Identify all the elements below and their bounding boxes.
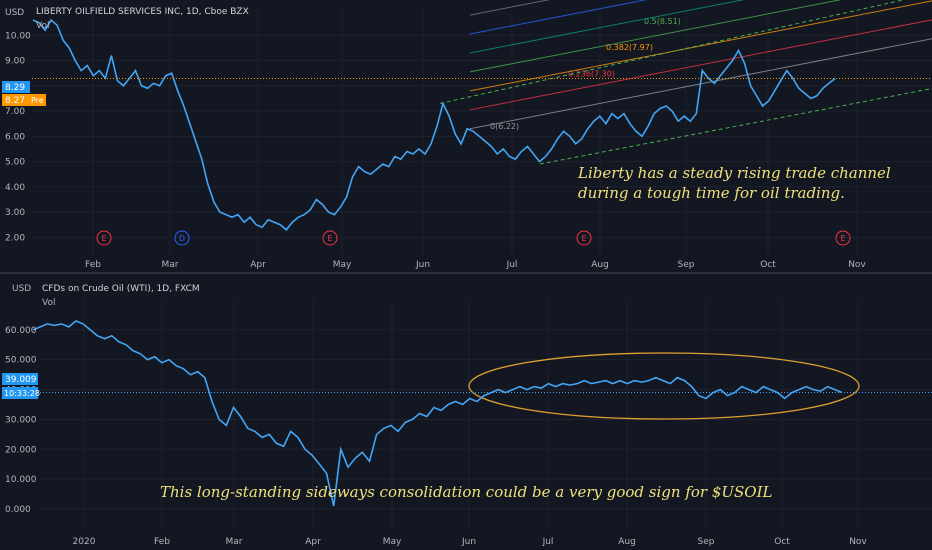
bottom-y-tick-label: 50.000 [5, 356, 37, 366]
bottom-y-tick-label: 0.000 [5, 505, 31, 515]
event-marker-label: E [581, 234, 586, 243]
bottom-month-label: Sep [698, 537, 715, 547]
bottom-month-label: Mar [226, 537, 243, 547]
top-month-label: Mar [162, 260, 179, 270]
event-marker-label: E [327, 234, 332, 243]
bottom-series-line [32, 319, 843, 507]
top-y-tick-label: 6.00 [5, 132, 25, 142]
top-last-price-badge [2, 81, 30, 93]
top-month-label: Jun [415, 260, 430, 270]
fib-level-label: 0(6.22) [490, 122, 519, 131]
countdown-badge [2, 387, 38, 399]
bottom-y-tick-label: 60.000 [5, 326, 37, 336]
bottom-month-label: May [383, 537, 402, 547]
countdown-timer: 10:33:28 [4, 389, 40, 398]
channel-lower-line [539, 87, 932, 165]
top-price-line [32, 18, 932, 231]
top-currency-label: USD [5, 8, 24, 18]
top-grid [32, 10, 932, 255]
event-marker-circle [835, 230, 851, 246]
fib-channel: 0(6.22)0.236(7.30)0.382(7.97)0.5(8.51)0.… [439, 0, 932, 165]
bottom-grid [40, 300, 932, 528]
bottom-x-axis: 2020 Feb Mar Apr May Jun Jul Aug Sep Oct Nov [73, 537, 868, 547]
bottom-month-label: Oct [774, 537, 790, 547]
top-pre-price: 8.27 [5, 96, 25, 106]
top-annotation-line-1: Liberty has a steady rising trade channe… [577, 164, 891, 182]
event-marker-circle [576, 230, 592, 246]
bottom-currency-label: USD [12, 284, 31, 294]
top-pre-price-badge [2, 94, 30, 106]
bottom-annotation: This long-standing sideways consolidatio… [160, 483, 773, 501]
fib-level-label: 0.5(8.51) [644, 17, 681, 26]
fib-level-label: 0.236(7.30) [568, 70, 615, 79]
bottom-y-axis: 60.00050.00040.00030.00020.00010.0000.00… [5, 326, 37, 515]
top-annotation-line-2: during a tough time for oil trading. [578, 184, 845, 202]
top-panel: 0(6.22)0.236(7.30)0.382(7.97)0.5(8.51)0.… [0, 0, 932, 272]
top-month-label: May [333, 260, 352, 270]
top-month-label: Apr [250, 260, 266, 270]
top-month-label: Jul [506, 260, 518, 270]
bottom-vol-label: Vol [42, 298, 55, 308]
channel-upper-line [439, 0, 906, 104]
event-marker-label: E [101, 234, 106, 243]
top-y-tick-label: 2.00 [5, 233, 25, 243]
top-last-price: 8.29 [5, 83, 25, 93]
event-marker-label: E [840, 234, 845, 243]
top-chart-title: LIBERTY OILFIELD SERVICES INC, 1D, Cboe … [36, 7, 249, 17]
top-vol-label: Vol [36, 21, 49, 31]
top-y-tick-label: 9.00 [5, 57, 25, 67]
top-x-axis: Feb Mar Apr May Jun Jul Aug Sep Oct Nov [85, 260, 866, 270]
top-y-tick-label: 10.00 [5, 31, 31, 41]
event-marker-circle [322, 230, 338, 246]
fib-level-line [469, 0, 842, 73]
bottom-last-price-badge [2, 373, 38, 385]
bottom-y-tick-label: 10.000 [5, 475, 37, 485]
fib-level-line [469, 0, 550, 16]
top-month-label: Oct [760, 260, 776, 270]
top-month-label: Nov [848, 260, 866, 270]
bottom-month-label: Nov [849, 537, 867, 547]
bottom-last-price: 39.009 [5, 375, 37, 385]
bottom-chart-title: CFDs on Crude Oil (WTI), 1D, FXCM [42, 284, 200, 294]
top-month-label: Aug [591, 260, 609, 270]
bottom-month-label: Apr [305, 537, 321, 547]
pre-tag [30, 94, 46, 106]
fib-level-line [469, 19, 932, 111]
top-month-label: Sep [678, 260, 695, 270]
bottom-month-label: Jul [542, 537, 554, 547]
fib-level-line [469, 0, 648, 35]
top-y-tick-label: 7.00 [5, 107, 25, 117]
top-y-tick-label: 4.00 [5, 183, 25, 193]
top-month-label: Feb [85, 260, 101, 270]
event-marker-circle [96, 230, 112, 246]
top-series-line [32, 18, 836, 231]
bottom-y-tick-label: 20.000 [5, 445, 37, 455]
pre-label: Pre [31, 96, 44, 105]
fib-level-line [469, 0, 932, 92]
top-y-tick-label: 3.00 [5, 208, 25, 218]
event-marker-circle [174, 230, 190, 246]
fib-level-line [469, 0, 745, 54]
fib-level-label: 0.382(7.97) [606, 43, 653, 52]
consolidation-ellipse [468, 352, 860, 420]
event-marker-label: D [179, 234, 185, 243]
top-axis-strip [0, 0, 32, 272]
bottom-price-line [32, 319, 932, 507]
top-y-tick-label: 5.00 [5, 158, 25, 168]
bottom-panel: 60.00050.00040.00030.00020.00010.0000.00… [2, 284, 932, 547]
bottom-month-label: Aug [618, 537, 636, 547]
bottom-y-tick-label: 30.000 [5, 415, 37, 425]
bottom-month-label: 2020 [73, 537, 96, 547]
bottom-month-label: Jun [461, 537, 476, 547]
bottom-month-label: Feb [154, 537, 170, 547]
